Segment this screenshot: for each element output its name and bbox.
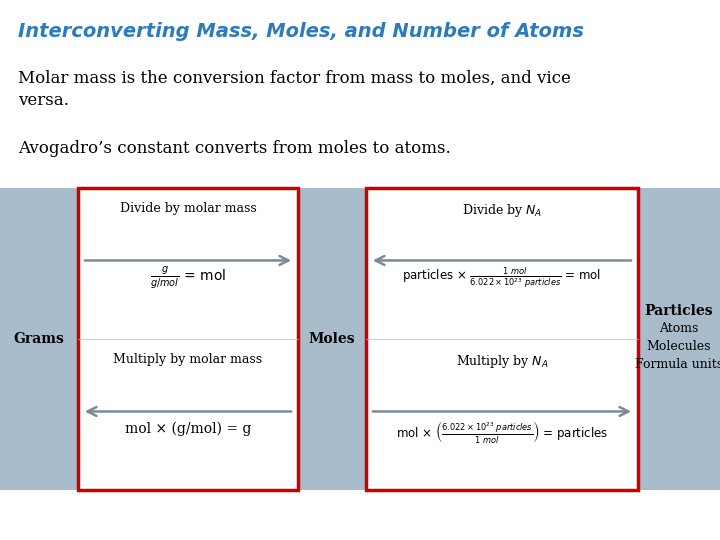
Text: versa.: versa. [18, 92, 69, 109]
Text: $\frac{g}{g/mol}$ = mol: $\frac{g}{g/mol}$ = mol [150, 264, 226, 291]
Text: Divide by molar mass: Divide by molar mass [120, 202, 256, 215]
Text: Particles: Particles [644, 304, 714, 318]
Text: Grams: Grams [14, 332, 64, 346]
Text: Avogadro’s constant converts from moles to atoms.: Avogadro’s constant converts from moles … [18, 140, 451, 157]
Text: mol × (g/mol) = g: mol × (g/mol) = g [125, 421, 251, 436]
Text: Divide by $N_A$: Divide by $N_A$ [462, 202, 542, 219]
Text: Interconverting Mass, Moles, and Number of Atoms: Interconverting Mass, Moles, and Number … [18, 22, 584, 41]
Bar [366, 188, 638, 490]
Text: Atoms: Atoms [660, 322, 698, 335]
Text: mol × $\left(\frac{6.022 \times 10^{23}\ particles}{1\ mol}\right)$ = particles: mol × $\left(\frac{6.022 \times 10^{23}\… [396, 420, 608, 446]
Bar [638, 188, 720, 490]
Text: Molar mass is the conversion factor from mass to moles, and vice: Molar mass is the conversion factor from… [18, 70, 571, 87]
Text: particles × $\frac{1\ mol}{6.022 \times 10^{23}\ particles}$ = mol: particles × $\frac{1\ mol}{6.022 \times … [402, 265, 602, 290]
Text: Multiply by molar mass: Multiply by molar mass [114, 353, 263, 366]
Text: Multiply by $N_A$: Multiply by $N_A$ [456, 353, 549, 370]
Bar [298, 188, 366, 490]
Text: Moles: Moles [309, 332, 355, 346]
Text: Formula units: Formula units [635, 359, 720, 372]
Bar [0, 188, 78, 490]
Text: Molecules: Molecules [647, 341, 711, 354]
Bar [78, 188, 298, 490]
